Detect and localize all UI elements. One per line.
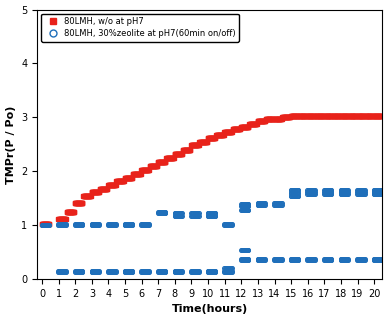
Legend: 80LMH, w/o at pH7, 80LMH, 30%zeolite at pH7(60min on/off): 80LMH, w/o at pH7, 80LMH, 30%zeolite at … <box>41 14 239 42</box>
Y-axis label: TMPr(P / Po): TMPr(P / Po) <box>5 105 16 184</box>
X-axis label: Time(hours): Time(hours) <box>171 304 248 315</box>
